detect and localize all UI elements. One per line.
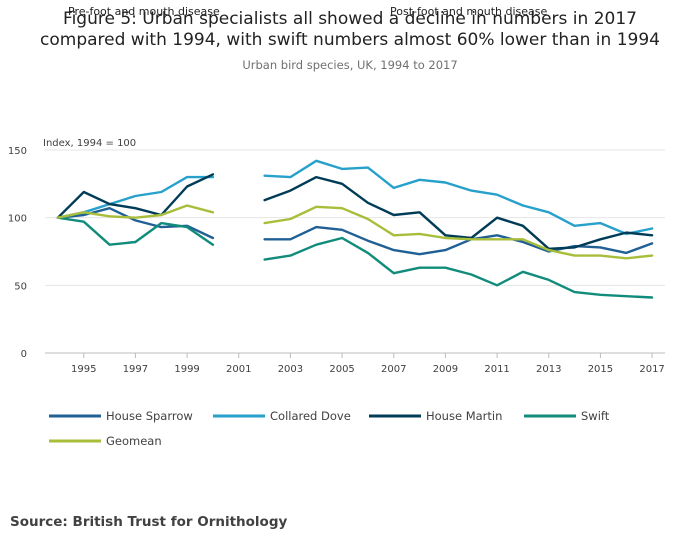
y-axis: 0 50 100 150 bbox=[8, 146, 27, 360]
series-line-house-martin bbox=[263, 175, 654, 250]
series-line-collared-dove bbox=[56, 175, 215, 219]
source-note: Source: British Trust for Ornithology bbox=[10, 514, 287, 530]
series-line-collared-dove bbox=[263, 159, 654, 236]
annotation-post-foot-and-mouth: Post-foot and mouth disease bbox=[390, 5, 548, 18]
y-tick-label: 0 bbox=[21, 349, 27, 360]
annotation-pre-foot-and-mouth: Pre-foot and mouth disease bbox=[68, 5, 220, 18]
x-tick-label: 2011 bbox=[484, 364, 509, 375]
legend-label-geomean: Geomean bbox=[106, 434, 162, 448]
y-tick-label: 100 bbox=[8, 214, 27, 225]
x-tick-label: 1997 bbox=[123, 364, 148, 375]
x-tick-label: 2001 bbox=[226, 364, 251, 375]
x-tick-label: 2007 bbox=[381, 364, 406, 375]
x-tick-label: 2013 bbox=[536, 364, 561, 375]
gridlines bbox=[45, 149, 665, 354]
legend-label-collared-dove: Collared Dove bbox=[270, 409, 351, 423]
series-line-geomean bbox=[56, 204, 215, 219]
series-line-swift bbox=[56, 216, 215, 246]
x-axis: 1995 1997 1999 2001 2003 2005 2007 2009 2011 2013… bbox=[71, 353, 665, 375]
x-tick-label: 2009 bbox=[433, 364, 458, 375]
y-tick-label: 150 bbox=[8, 146, 27, 157]
series-line-house-sparrow bbox=[263, 225, 654, 256]
series-lines bbox=[56, 159, 654, 299]
x-tick-label: 2003 bbox=[278, 364, 303, 375]
legend-label-house-martin: House Martin bbox=[426, 409, 502, 423]
series-line-swift bbox=[263, 236, 654, 299]
legend-label-swift: Swift bbox=[581, 409, 610, 423]
x-tick-label: 2015 bbox=[588, 364, 613, 375]
chart-subtitle: Urban bird species, UK, 1994 to 2017 bbox=[242, 58, 457, 72]
x-tick-label: 2017 bbox=[639, 364, 664, 375]
series-line-geomean bbox=[263, 205, 654, 260]
series-line-house-sparrow bbox=[56, 207, 215, 240]
x-tick-label: 2005 bbox=[329, 364, 354, 375]
series-line-house-martin bbox=[56, 173, 215, 219]
x-tick-label: 1999 bbox=[174, 364, 199, 375]
chart-title-line-2: compared with 1994, with swift numbers a… bbox=[40, 30, 660, 50]
chart-title-line-1: Figure 5: Urban specialists all showed a… bbox=[63, 9, 637, 29]
legend-label-house-sparrow: House Sparrow bbox=[106, 409, 193, 423]
y-tick-label: 50 bbox=[14, 281, 27, 292]
x-tick-label: 1995 bbox=[71, 364, 96, 375]
y-axis-label: Index, 1994 = 100 bbox=[43, 138, 136, 149]
legend: House Sparrow Collared Dove House Martin Sw… bbox=[49, 409, 610, 448]
